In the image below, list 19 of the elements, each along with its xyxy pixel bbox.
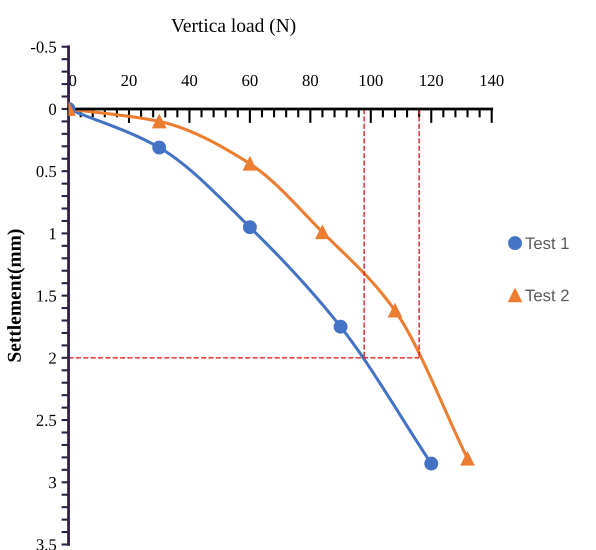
x-tick-label: 100 [360, 74, 383, 86]
x-tick-label: 120 [420, 74, 444, 86]
x-tick-label: 80 [302, 74, 318, 86]
y-axis-title: Settlement(mm) [7, 230, 25, 362]
y-tick-label: 1 [50, 228, 56, 240]
x-tick-label: 20 [121, 74, 137, 86]
x-axis-title: Vertica load (N) [171, 18, 296, 36]
y-tick-label: 2 [49, 352, 56, 364]
y-tick-label: 0.5 [36, 166, 56, 178]
y-tick-label: 0 [49, 104, 56, 115]
x-tick-label: 140 [480, 74, 504, 86]
x-tick-label: 40 [181, 74, 198, 86]
legend-label: Test 2 [525, 290, 569, 302]
y-tick-label: 3 [49, 477, 56, 488]
x-tick-label: 60 [242, 74, 258, 86]
y-tick-label: 1.5 [37, 290, 56, 302]
y-tick-label: 2.5 [36, 414, 56, 426]
y-tick-label: -0.5 [30, 41, 56, 53]
legend-label: Test 1 [525, 237, 569, 250]
